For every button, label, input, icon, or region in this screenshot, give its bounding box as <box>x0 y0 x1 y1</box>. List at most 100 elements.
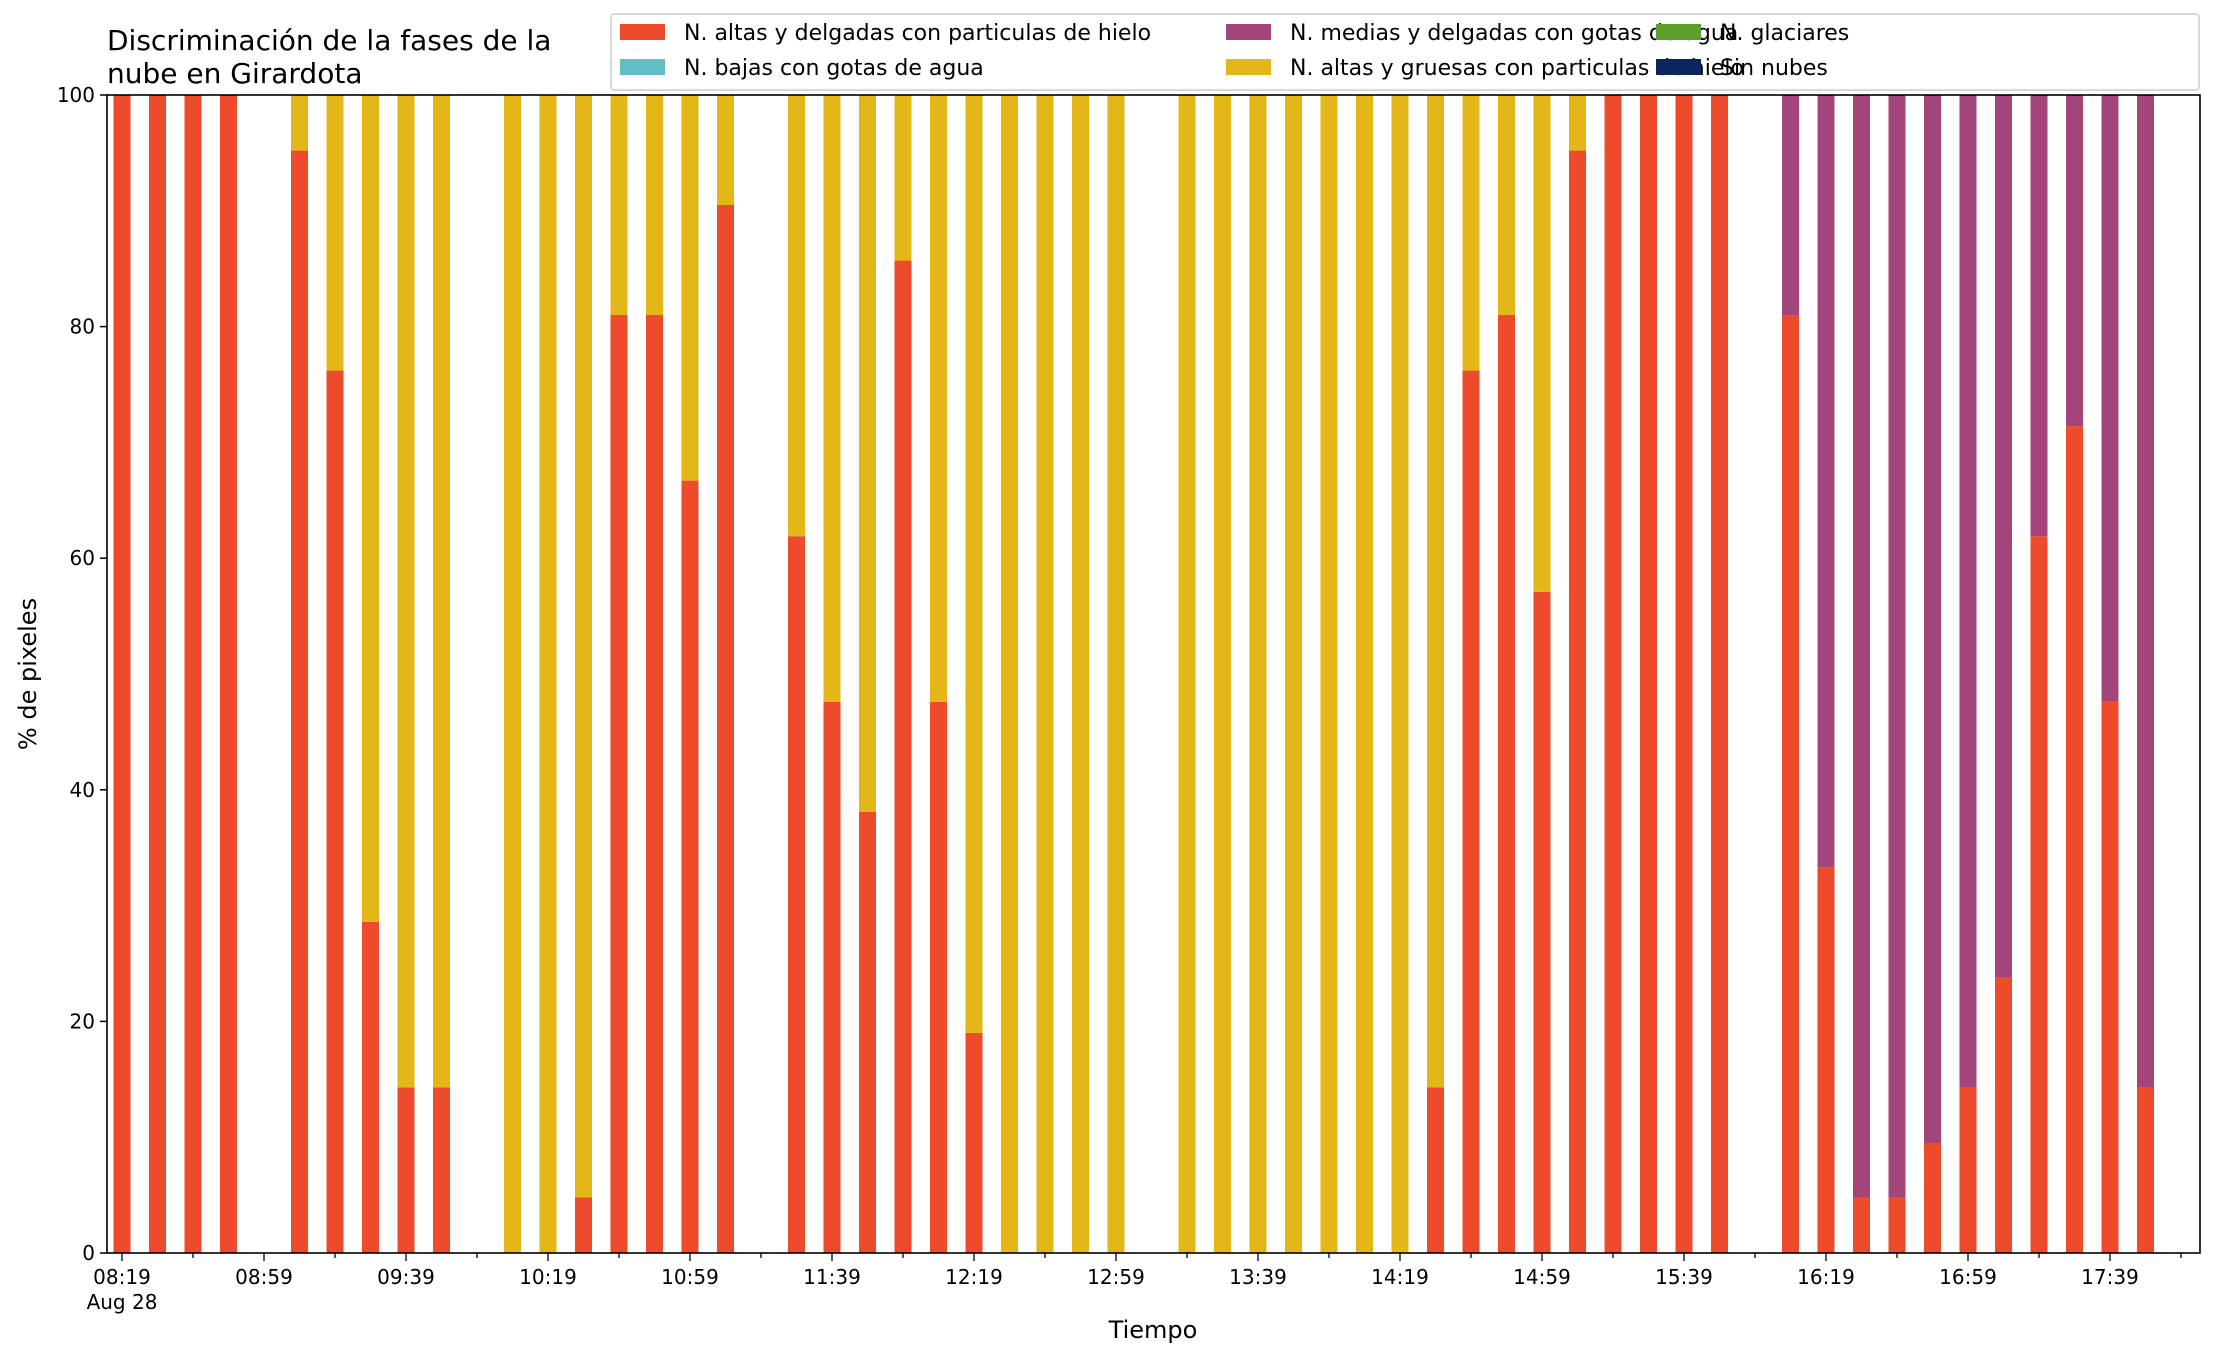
bar-segment-s0-1209 <box>930 701 947 1253</box>
bar-segment-s4-1649 <box>1924 95 1941 1143</box>
bar-segment-s1-1329 <box>1214 95 1231 1253</box>
bar-segment-s0-1749 <box>2137 1087 2154 1253</box>
x-axis: 08:19 08:59 09:39 10:19 10:59 11:39 12:19 12:59… <box>87 1253 2182 1314</box>
bar-segment-s0-0929 <box>362 921 379 1253</box>
y-tick-label: 60 <box>70 546 95 570</box>
chart-title-line-1: Discriminación de la fases de la <box>107 24 551 57</box>
bar-segment-s4-1719 <box>2030 95 2048 537</box>
bar-segment-s1-1019 <box>539 95 557 1253</box>
x-axis-label: Tiempo <box>1108 1316 1198 1344</box>
bar-segment-s0-1729 <box>2066 426 2083 1253</box>
bar-segment-s1-1339 <box>1249 95 1267 1253</box>
bar-segment-s0-1109 <box>717 205 734 1253</box>
bar-segment-s1-0929 <box>362 95 379 922</box>
chart-title-line-2: nube en Girardota <box>107 57 362 90</box>
legend-swatch <box>620 59 665 75</box>
bar-segment-s1-1139 <box>823 95 841 702</box>
bar-segment-s4-1739 <box>2101 95 2119 702</box>
bar-segment-s1-1429 <box>1427 95 1444 1088</box>
bar-segment-s1-0919 <box>326 95 344 371</box>
bar-segment-s1-1249 <box>1072 95 1089 1253</box>
x-tick-label: 16:59 <box>1939 1265 1997 1289</box>
legend-label: N. altas y delgadas con particulas de hi… <box>684 21 1151 46</box>
bar-segment-s1-1409 <box>1356 95 1373 1253</box>
bar-segment-s0-1519 <box>1604 95 1622 1253</box>
x-tick-label: 14:19 <box>1371 1265 1429 1289</box>
bar-segment-s0-1549 <box>1711 95 1728 1253</box>
bar-segment-s0-1649 <box>1924 1142 1941 1253</box>
bar-segment-s4-1659 <box>1959 95 1977 1088</box>
legend-label: N. bajas con gotas de agua <box>684 56 984 81</box>
bar-segment-s0-0849 <box>220 95 237 1253</box>
bar-segment-s0-1739 <box>2101 701 2119 1253</box>
bar-segment-s0-0949 <box>433 1087 450 1253</box>
y-tick-label: 40 <box>70 778 95 802</box>
bar-segment-s0-0829 <box>149 95 166 1253</box>
bar-segment-s1-1349 <box>1285 95 1302 1253</box>
bar-segment-s4-1729 <box>2066 95 2083 427</box>
bar-segment-s1-1509 <box>1569 95 1586 151</box>
bar-segment-s0-1129 <box>788 536 805 1253</box>
bar-segment-s0-0839 <box>184 95 202 1253</box>
x-tick-label: 13:39 <box>1229 1265 1287 1289</box>
y-tick-label: 20 <box>70 1009 95 1033</box>
bar-segment-s0-1449 <box>1498 315 1515 1253</box>
bar-segment-s1-1259 <box>1107 95 1125 1253</box>
bar-segment-s1-1109 <box>717 95 734 206</box>
bar-segment-s1-1439 <box>1462 95 1480 371</box>
x-tick-label: 09:39 <box>377 1265 435 1289</box>
bar-segment-s0-1429 <box>1427 1087 1444 1253</box>
x-tick-label: 12:59 <box>1087 1265 1145 1289</box>
bar-segment-s4-1709 <box>1995 95 2012 978</box>
bar-segment-s0-1659 <box>1959 1087 1977 1253</box>
legend-label: Sin nubes <box>1720 56 1828 81</box>
bar-segment-s4-1639 <box>1888 95 1906 1198</box>
x-tick-label: 12:19 <box>945 1265 1003 1289</box>
bar-segment-s1-1049 <box>646 95 663 316</box>
y-tick-label: 0 <box>82 1241 95 1265</box>
legend-label: N. glaciares <box>1720 21 1849 46</box>
bar-segment-s1-0909 <box>291 95 308 151</box>
bar-segment-s0-1709 <box>1995 977 2012 1253</box>
bar-segment-s0-1629 <box>1853 1197 1870 1253</box>
bar-segment-s1-1459 <box>1533 95 1551 592</box>
y-axis: 0 20 40 60 80 100 <box>57 83 107 1265</box>
bar-segment-s0-1459 <box>1533 591 1551 1253</box>
bar-segment-s0-0819 <box>113 95 131 1253</box>
bar-segment-s1-1229 <box>1001 95 1018 1253</box>
bar-segment-s1-1219 <box>965 95 983 1033</box>
bar-segment-s4-1609 <box>1782 95 1799 316</box>
bar-segment-s1-1009 <box>504 95 521 1253</box>
legend-swatch <box>1656 59 1701 75</box>
bar-segment-s1-1059 <box>681 95 699 481</box>
bar-segment-s1-1449 <box>1498 95 1515 316</box>
bar-segment-s0-1059 <box>681 480 699 1253</box>
legend-swatch <box>1226 59 1271 75</box>
x-tick-label: 11:39 <box>803 1265 861 1289</box>
x-tick-label: 10:19 <box>519 1265 577 1289</box>
x-tick-label: 15:39 <box>1655 1265 1713 1289</box>
y-tick-label: 100 <box>57 83 95 107</box>
x-tick-date-label: Aug 28 <box>87 1290 158 1314</box>
x-tick-label: 10:59 <box>661 1265 719 1289</box>
bar-segment-s0-1029 <box>575 1197 592 1253</box>
x-tick-label: 08:59 <box>235 1265 293 1289</box>
bar-segment-s0-1719 <box>2030 536 2048 1253</box>
x-tick-label: 16:19 <box>1797 1265 1855 1289</box>
bar-segment-s0-1039 <box>610 315 628 1253</box>
bar-segment-s1-1419 <box>1391 95 1409 1253</box>
x-tick-label: 08:19 <box>93 1265 151 1289</box>
bar-segment-s0-0909 <box>291 150 308 1254</box>
bar-segment-s1-1149 <box>859 95 876 812</box>
legend-swatch <box>1226 24 1271 40</box>
bar-segment-s1-1159 <box>894 95 912 261</box>
bar-segment-s0-1049 <box>646 315 663 1253</box>
bar-segment-s4-1619 <box>1817 95 1835 868</box>
bar-segment-s1-1209 <box>930 95 947 702</box>
bar-segment-s0-1619 <box>1817 867 1835 1253</box>
bar-segment-s1-1239 <box>1036 95 1054 1253</box>
bar-segment-s1-1319 <box>1178 95 1196 1253</box>
bar-segment-s4-1749 <box>2137 95 2154 1088</box>
plot-frame <box>106 94 2201 1254</box>
x-tick-label: 17:39 <box>2081 1265 2139 1289</box>
